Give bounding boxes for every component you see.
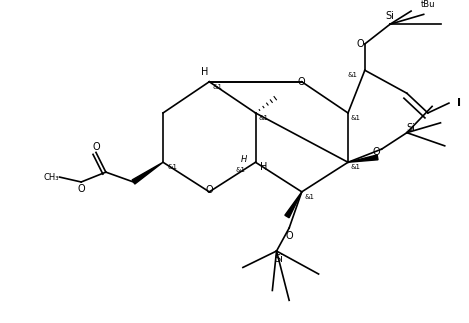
Text: &1: &1	[236, 167, 246, 173]
Text: Si: Si	[274, 254, 283, 264]
Text: &1: &1	[351, 115, 361, 121]
Polygon shape	[132, 162, 163, 184]
Text: &1: &1	[305, 194, 315, 200]
Text: &1: &1	[351, 164, 361, 170]
Text: O: O	[356, 39, 364, 49]
Text: O: O	[373, 147, 380, 157]
Text: &1: &1	[168, 164, 178, 170]
Text: Si: Si	[406, 123, 415, 133]
Text: H: H	[260, 162, 267, 172]
Text: CH₃: CH₃	[44, 172, 60, 182]
Text: &1: &1	[212, 84, 222, 90]
Text: &1: &1	[258, 115, 268, 121]
Text: O: O	[298, 77, 306, 87]
Text: O: O	[285, 231, 293, 241]
Text: H: H	[201, 67, 208, 77]
Text: tBu: tBu	[421, 0, 435, 9]
Text: O: O	[92, 142, 100, 152]
Text: I: I	[457, 98, 461, 108]
Text: Si: Si	[386, 11, 394, 21]
Polygon shape	[285, 192, 302, 218]
Text: O: O	[77, 184, 85, 194]
Text: &1: &1	[348, 72, 358, 78]
Text: H: H	[241, 155, 247, 164]
Text: O: O	[205, 185, 213, 195]
Polygon shape	[348, 155, 378, 162]
